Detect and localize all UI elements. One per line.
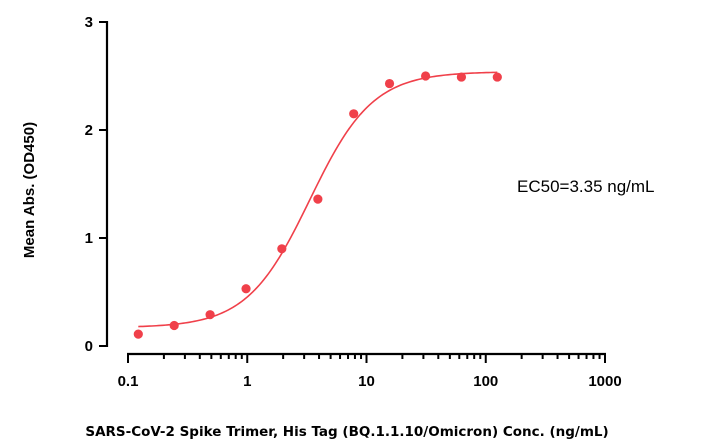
data-point [384,78,395,89]
x-axis-label: SARS-CoV-2 Spike Trimer, His Tag (BQ.1.1… [85,424,608,440]
data-point [313,194,323,204]
x-tick-label: 1000 [588,373,621,390]
data-point [241,284,251,294]
x-tick-label: 100 [473,373,498,390]
y-tick-label: 1 [85,230,93,247]
data-point [205,310,215,320]
x-tick-label: 1 [243,373,251,390]
x-tick-label: 0.1 [118,373,139,390]
ec50-annotation: EC50=3.35 ng/mL [517,177,655,196]
data-points [133,71,502,339]
x-tick-label: 10 [358,373,375,390]
y-tick-label: 0 [85,338,93,355]
data-point [277,244,287,254]
data-point [420,71,431,81]
data-point [349,109,359,119]
y-axis-label: Mean Abs. (OD450) [21,122,38,258]
data-point [456,72,467,82]
data-point [169,320,179,331]
fit-curve [138,71,498,328]
y-tick-label: 3 [85,14,93,31]
y-tick-label: 2 [85,122,93,139]
x-ticks: 0.1 1 10 100 1000 [118,354,622,390]
y-ticks: 0 1 2 3 [85,14,107,355]
data-point [492,72,502,82]
data-point [133,329,143,339]
